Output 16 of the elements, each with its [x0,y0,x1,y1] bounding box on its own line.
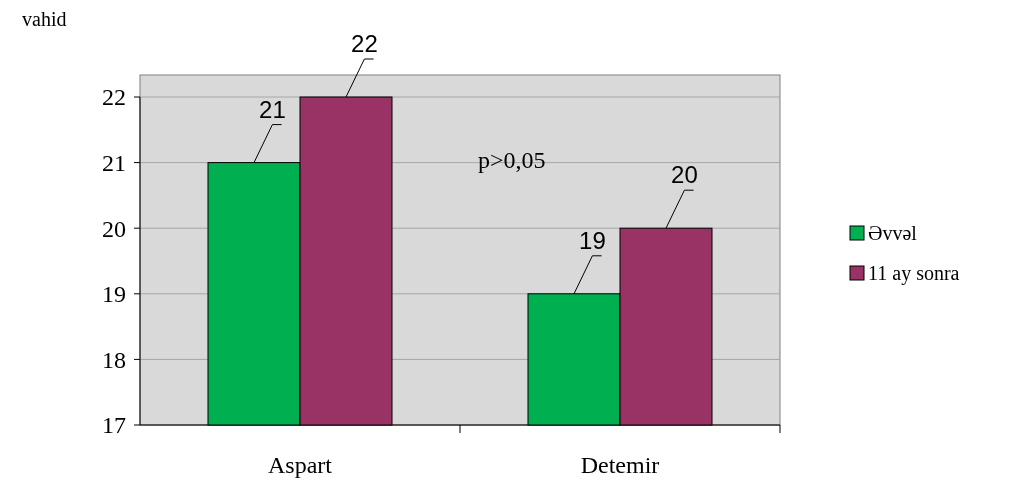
annotation: p>0,05 [478,147,546,173]
y-axis-title: vahid [22,8,67,30]
data-label: 21 [259,95,286,123]
data-label: 20 [671,161,698,189]
y-tick-label: 17 [102,412,126,439]
legend-label: 11 ay sonra [868,262,960,285]
y-tick-label: 22 [102,84,126,111]
legend-label: Əvvəl [868,222,918,244]
x-tick-label: Aspart [268,452,333,478]
y-tick-label: 21 [102,150,126,176]
y-tick-label: 18 [102,346,126,373]
data-label: 19 [579,226,606,254]
data-label: 22 [351,30,378,57]
x-tick-label: Detemir [580,452,660,478]
y-tick-label: 20 [102,215,126,242]
y-tick-label: 19 [102,281,126,308]
